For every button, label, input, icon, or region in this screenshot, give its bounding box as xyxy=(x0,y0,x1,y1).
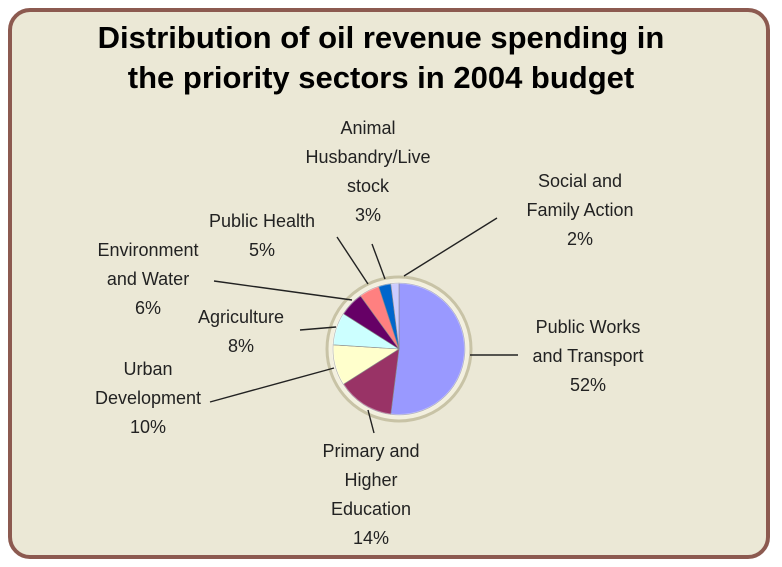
slice-label-4-line-2: 6% xyxy=(135,298,161,318)
slice-label-0-line-0: Public Works xyxy=(536,317,641,337)
leader-line-2 xyxy=(209,367,335,403)
slice-label-6: Animal Husbandry/Live stock 3% xyxy=(305,118,430,225)
leader-line-4 xyxy=(213,280,353,301)
slice-label-2-line-0: Urban xyxy=(123,359,172,379)
slice-labels: Public Works and Transport 52% Primary and H… xyxy=(95,118,644,548)
leader-line-7 xyxy=(403,217,498,277)
slice-label-1-line-1: Higher xyxy=(344,470,397,490)
slice-label-7-line-0: Social and xyxy=(538,171,622,191)
chart-title: Distribution of oil revenue spending in … xyxy=(12,18,750,98)
chart-title-line-2: the priority sectors in 2004 budget xyxy=(127,60,635,95)
slice-label-1-line-3: 14% xyxy=(353,528,389,548)
leader-line-3 xyxy=(299,326,337,331)
slice-label-1-line-2: Education xyxy=(331,499,411,519)
slice-label-2-line-1: Development xyxy=(95,388,201,408)
leader-line-6 xyxy=(371,243,386,280)
slice-label-3: Agriculture 8% xyxy=(198,307,284,356)
slice-label-7-line-1: Family Action xyxy=(526,200,633,220)
slice-label-0: Public Works and Transport 52% xyxy=(532,317,643,395)
slice-label-4-line-0: Environment xyxy=(97,240,198,260)
slice-label-6-line-2: stock xyxy=(347,176,390,196)
slice-label-3-line-0: Agriculture xyxy=(198,307,284,327)
pie-highlight xyxy=(332,282,466,416)
slice-label-2: Urban Development 10% xyxy=(95,359,201,437)
pie-slice-1 xyxy=(342,348,400,415)
slice-label-1-line-0: Primary and xyxy=(322,441,419,461)
chart-title-line-1: Distribution of oil revenue spending in xyxy=(97,20,665,55)
slice-label-5-line-0: Public Health xyxy=(209,211,315,231)
slice-label-4-line-1: and Water xyxy=(107,269,189,289)
slice-label-6-line-3: 3% xyxy=(355,205,381,225)
leader-line-5 xyxy=(336,236,369,285)
slice-label-6-line-0: Animal xyxy=(340,118,395,138)
slice-label-5: Public Health 5% xyxy=(209,211,315,260)
slice-label-7-line-2: 2% xyxy=(567,229,593,249)
slice-label-6-line-1: Husbandry/Live xyxy=(305,147,430,167)
pie-slice-0 xyxy=(390,282,466,416)
slice-label-0-line-2: 52% xyxy=(570,375,606,395)
pie-slice-7 xyxy=(390,282,400,350)
slice-label-7: Social and Family Action 2% xyxy=(526,171,633,249)
slice-label-0-line-1: and Transport xyxy=(532,346,643,366)
leader-line-1 xyxy=(367,409,375,434)
slice-label-5-line-1: 5% xyxy=(249,240,275,260)
slice-label-2-line-2: 10% xyxy=(130,417,166,437)
slice-label-1: Primary and Higher Education 14% xyxy=(322,441,419,548)
pie-slices xyxy=(332,282,466,416)
leader-lines xyxy=(209,217,518,434)
slice-label-3-line-1: 8% xyxy=(228,336,254,356)
slice-label-4: Environment and Water 6% xyxy=(97,240,198,318)
